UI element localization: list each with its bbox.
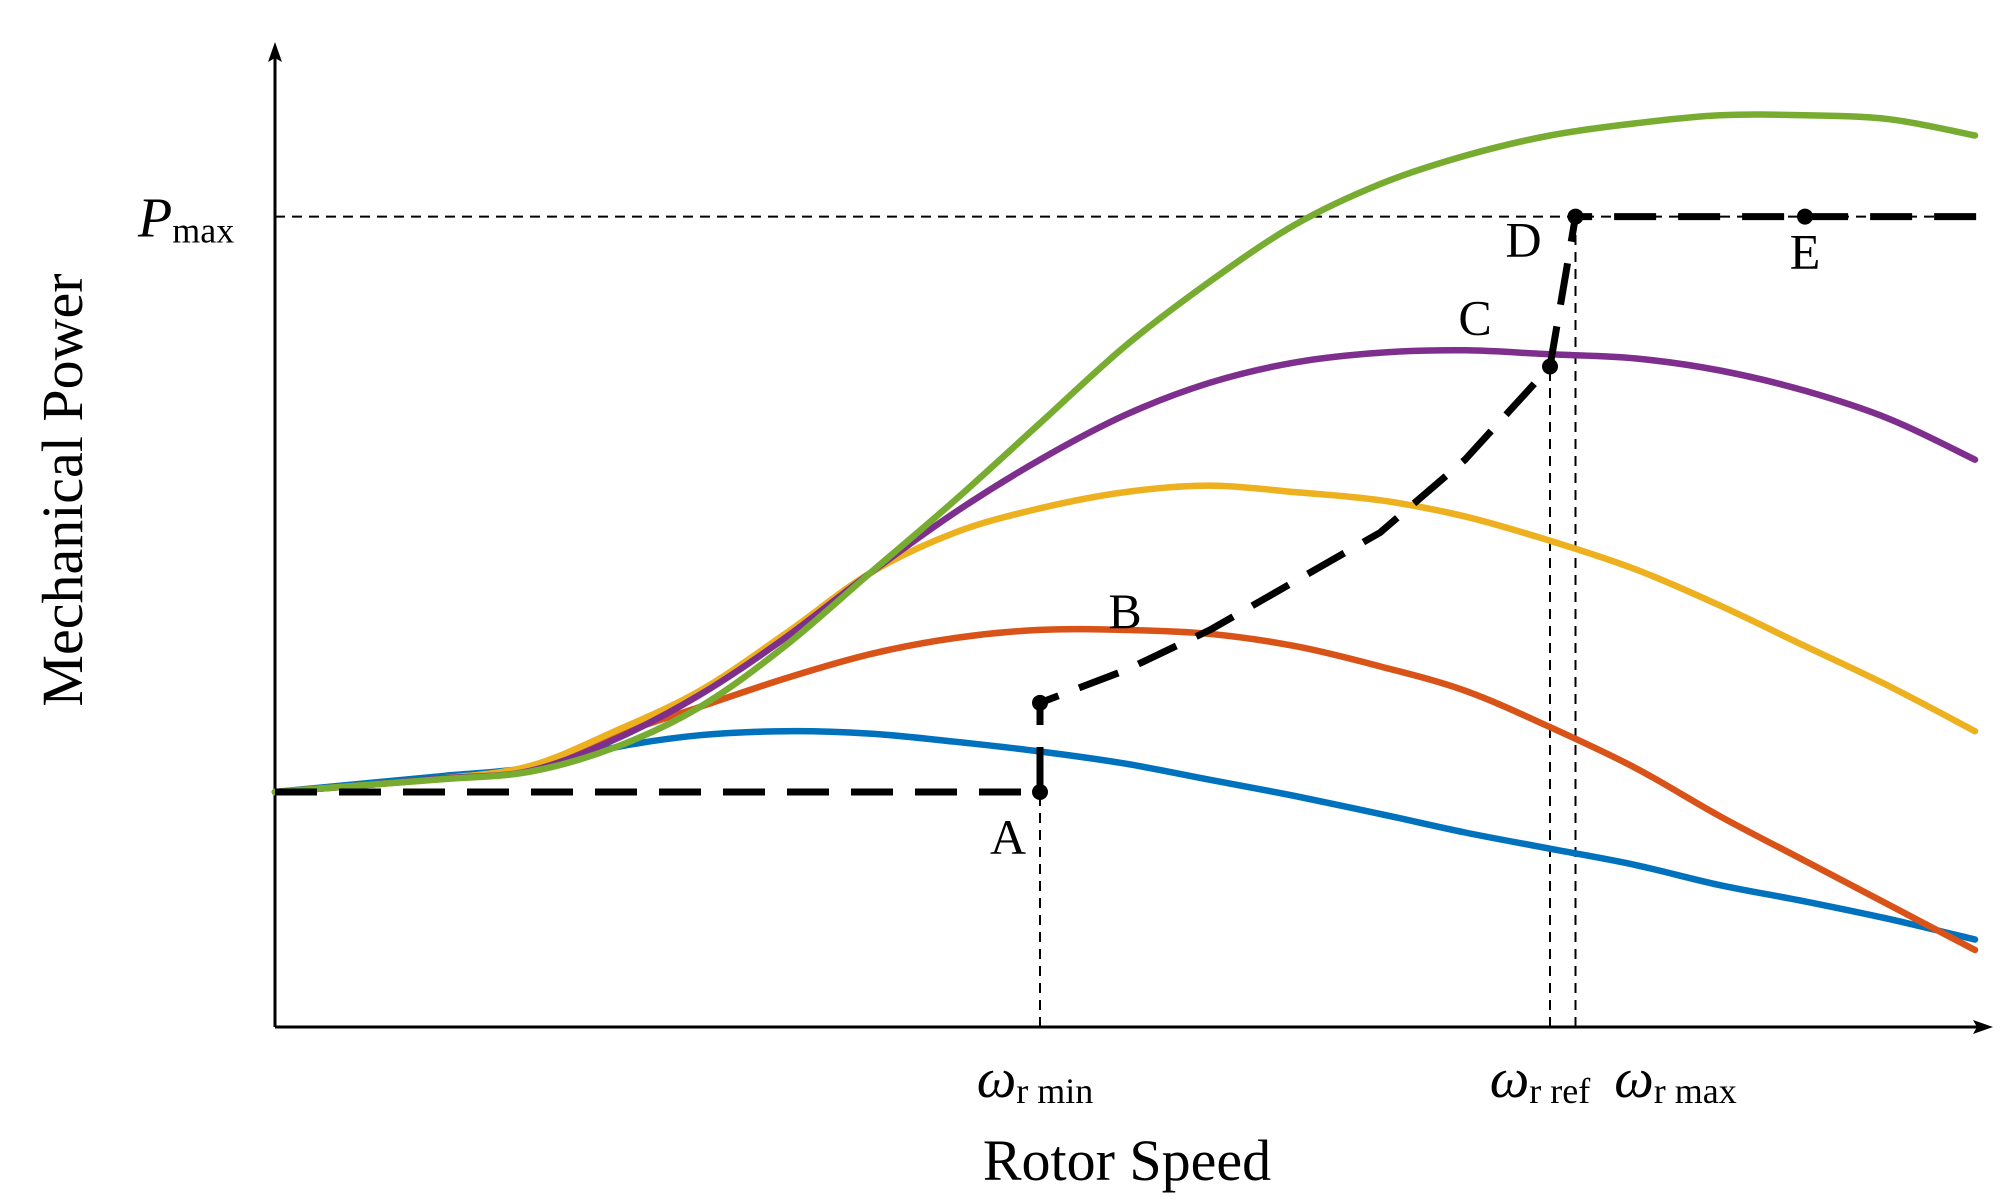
point-label-d: D xyxy=(1505,212,1541,268)
point-label-c: C xyxy=(1458,289,1491,345)
point-label-b: B xyxy=(1108,583,1141,639)
axes xyxy=(268,42,1993,1034)
x-tick-subscript: r ref xyxy=(1529,1071,1590,1111)
point-b xyxy=(1032,694,1048,711)
x-axis-label: Rotor Speed xyxy=(983,1128,1271,1193)
x-tick-symbol: ω xyxy=(1490,1048,1530,1110)
x-axis-arrow xyxy=(1973,1020,1993,1034)
curve-wind-speed-3 xyxy=(271,482,1979,796)
power-curves xyxy=(271,111,1979,954)
x-tick-wrmin: ωr min xyxy=(977,1048,1094,1111)
x-tick-symbol: ω xyxy=(977,1048,1017,1110)
operating-points: A B CD E xyxy=(990,208,1821,865)
y-tick-subscript: max xyxy=(172,211,234,251)
curve-wind-speed-5 xyxy=(271,111,1979,796)
y-tick-symbol: P xyxy=(137,188,172,250)
point-d xyxy=(1567,208,1584,225)
y-tick-pmax: Pmax xyxy=(137,188,234,251)
y-axis-label: Mechanical Power xyxy=(30,273,95,706)
curve-wind-speed-1 xyxy=(271,727,1979,943)
x-tick-subscript: r max xyxy=(1654,1071,1737,1111)
x-tick-symbol: ω xyxy=(1614,1048,1654,1110)
point-e xyxy=(1797,208,1813,225)
x-tick-subscript: r min xyxy=(1016,1071,1093,1111)
curve-wind-speed-2 xyxy=(271,625,1979,954)
x-tick-wrmax: ωr max xyxy=(1614,1048,1737,1111)
point-a xyxy=(1032,783,1048,800)
point-c xyxy=(1542,358,1558,375)
point-label-e: E xyxy=(1790,224,1821,280)
point-label-a: A xyxy=(990,809,1026,865)
x-tick-wrref: ωr ref xyxy=(1490,1048,1591,1111)
operating-trajectory xyxy=(275,213,1980,796)
y-axis-arrow xyxy=(268,42,282,62)
curve-wind-speed-4 xyxy=(271,346,1979,796)
operating-trajectory-line xyxy=(275,213,1980,796)
